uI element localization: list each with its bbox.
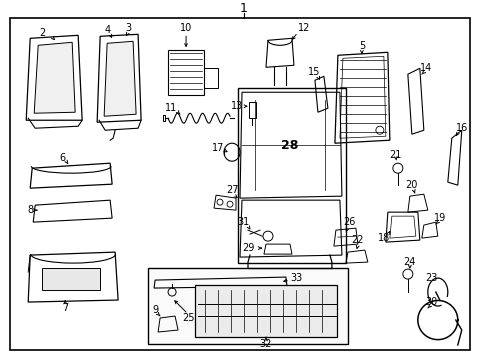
Text: 1: 1 xyxy=(240,2,247,15)
Text: 5: 5 xyxy=(358,41,364,51)
Bar xyxy=(195,285,336,337)
Text: 32: 32 xyxy=(259,339,272,349)
Text: 33: 33 xyxy=(289,273,302,283)
Text: 22: 22 xyxy=(351,235,364,245)
Text: 29: 29 xyxy=(241,243,254,253)
Bar xyxy=(42,268,100,290)
Text: 6: 6 xyxy=(59,153,65,163)
Text: 21: 21 xyxy=(389,150,401,160)
Bar xyxy=(238,88,345,263)
Text: 31: 31 xyxy=(236,217,248,227)
Text: 24: 24 xyxy=(403,257,415,267)
Text: 28: 28 xyxy=(281,139,298,152)
Text: 23: 23 xyxy=(425,273,437,283)
Text: 19: 19 xyxy=(433,213,445,223)
Text: 4: 4 xyxy=(104,25,110,35)
Text: 17: 17 xyxy=(211,143,224,153)
Text: 15: 15 xyxy=(307,67,320,77)
Text: 18: 18 xyxy=(377,233,389,243)
Text: 20: 20 xyxy=(405,180,417,190)
Text: 3: 3 xyxy=(125,23,131,33)
Text: 9: 9 xyxy=(152,305,158,315)
Text: 8: 8 xyxy=(27,205,33,215)
Text: 13: 13 xyxy=(230,101,243,111)
Bar xyxy=(148,268,347,344)
Text: 25: 25 xyxy=(182,313,194,323)
Polygon shape xyxy=(34,42,75,113)
Text: 10: 10 xyxy=(180,23,192,33)
Polygon shape xyxy=(104,41,136,116)
Text: 30: 30 xyxy=(425,297,437,307)
Text: 12: 12 xyxy=(297,23,309,33)
Text: 2: 2 xyxy=(39,28,45,38)
Text: 14: 14 xyxy=(419,63,431,73)
Text: 16: 16 xyxy=(455,123,467,133)
Text: 11: 11 xyxy=(164,103,177,113)
Text: 7: 7 xyxy=(62,303,68,313)
Text: 26: 26 xyxy=(343,217,355,227)
Text: 27: 27 xyxy=(225,185,238,195)
